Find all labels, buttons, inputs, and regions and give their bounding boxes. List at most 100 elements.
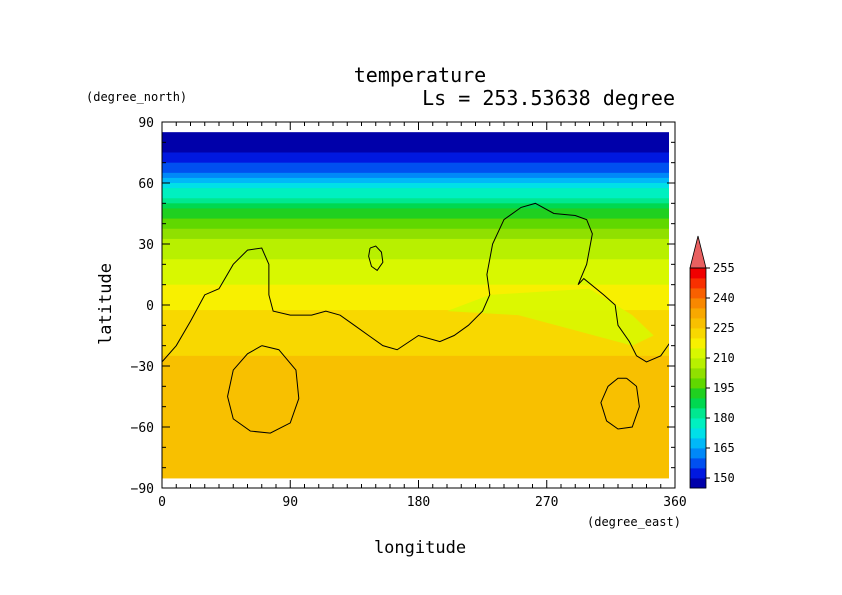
temperature-band	[162, 299, 669, 306]
temperature-band	[162, 320, 669, 326]
warm-region-east	[632, 433, 669, 478]
colorbar-swatch	[690, 468, 706, 479]
temperature-band	[162, 335, 669, 342]
axis-tick-labels: 0 90 180 270 360 90 60 30 0 −30 −60 −90	[131, 116, 687, 510]
temperature-band	[162, 223, 669, 230]
contour-loop-east	[600, 377, 640, 430]
temperature-band	[162, 294, 669, 301]
temperature-band	[162, 167, 669, 174]
colorbar-swatch	[690, 378, 706, 389]
temperature-band	[162, 198, 669, 204]
temperature-band	[162, 259, 669, 265]
temperature-band	[162, 325, 669, 332]
colorbar-label: 165	[713, 441, 735, 455]
contour-lines	[162, 202, 669, 434]
colorbar-swatch	[690, 428, 706, 439]
colorbar: 255 240 225 210 195 180 165 150	[689, 235, 735, 489]
temperature-band	[162, 238, 669, 245]
x-tick-label: 360	[663, 495, 686, 510]
colorbar-swatch	[690, 478, 706, 489]
temperature-band	[162, 162, 669, 169]
colorbar-swatch	[690, 308, 706, 319]
temperature-band	[162, 152, 669, 159]
colorbar-swatch	[690, 318, 706, 329]
temperature-band	[162, 193, 669, 199]
temperature-band	[162, 157, 669, 164]
colorbar-label: 210	[713, 351, 735, 365]
temperature-band	[162, 208, 669, 215]
y-unit-label: (degree_north)	[86, 90, 187, 104]
colorbar-label: 240	[713, 291, 735, 305]
colorbar-swatch	[690, 358, 706, 369]
colorbar-swatch	[690, 288, 706, 299]
colorbar-swatch	[690, 268, 706, 279]
temperature-patches	[162, 288, 669, 478]
temperature-band	[162, 172, 669, 179]
y-tick-label: −30	[131, 360, 154, 375]
temperature-band	[162, 376, 669, 382]
colorbar-extend-arrow	[689, 235, 707, 269]
temperature-band	[162, 132, 669, 138]
temperature-band	[162, 284, 669, 291]
temperature-band	[162, 228, 669, 235]
temperature-band	[162, 366, 669, 372]
temperature-band	[162, 340, 669, 347]
colorbar-swatch	[690, 278, 706, 289]
green-region	[447, 288, 654, 346]
colorbar-swatch	[690, 348, 706, 359]
temperature-band	[162, 330, 669, 337]
colorbar-swatch	[690, 398, 706, 409]
y-tick-label: 0	[146, 299, 154, 314]
contour-main	[162, 202, 669, 363]
temperature-band	[162, 137, 669, 143]
temperature-band	[162, 244, 669, 250]
contour-loop-west	[227, 345, 300, 434]
temperature-band	[162, 310, 669, 316]
temperature-band	[162, 305, 669, 311]
temperature-band	[162, 218, 669, 225]
axis-ticks	[161, 121, 676, 489]
colorbar-label: 195	[713, 381, 735, 395]
temperature-band	[162, 203, 669, 210]
x-tick-label: 0	[158, 495, 166, 510]
colorbar-label: 255	[713, 261, 735, 275]
colorbar-swatch	[690, 458, 706, 469]
temperature-band	[162, 350, 669, 357]
temperature-band	[162, 142, 669, 149]
y-tick-label: 60	[138, 177, 154, 192]
contour-island	[368, 245, 384, 272]
temperature-band	[162, 279, 669, 286]
temperature-band	[162, 233, 669, 240]
temperature-band	[162, 274, 669, 281]
temperature-band	[162, 355, 669, 362]
chart-subtitle: Ls = 253.53638 degree	[422, 86, 675, 110]
temperature-band	[162, 147, 669, 154]
colorbar-swatch	[690, 338, 706, 349]
y-tick-label: 30	[138, 238, 154, 253]
temperature-band	[162, 289, 669, 296]
temperature-band	[162, 315, 669, 321]
colorbar-swatch	[690, 448, 706, 459]
temperature-band	[162, 264, 669, 271]
x-tick-label: 270	[535, 495, 558, 510]
colorbar-label: 180	[713, 411, 735, 425]
temperature-band	[162, 345, 669, 352]
colorbar-label: 225	[713, 321, 735, 335]
colorbar-swatch	[690, 388, 706, 399]
temperature-band	[162, 254, 669, 260]
colorbar-swatch	[690, 298, 706, 309]
colorbar-label: 150	[713, 471, 735, 485]
colorbar-swatch	[690, 368, 706, 379]
colorbar-swatch	[690, 438, 706, 449]
colorbar-swatch	[690, 408, 706, 419]
x-unit-label: (degree_east)	[587, 515, 681, 529]
temperature-band	[162, 183, 669, 189]
x-tick-label: 90	[282, 495, 298, 510]
y-tick-label: −60	[131, 421, 154, 436]
temperature-band	[162, 188, 669, 194]
chart-title: temperature	[354, 63, 486, 87]
temperature-band	[162, 371, 669, 377]
colorbar-swatch	[690, 328, 706, 339]
y-axis-label: latitude	[96, 263, 116, 345]
